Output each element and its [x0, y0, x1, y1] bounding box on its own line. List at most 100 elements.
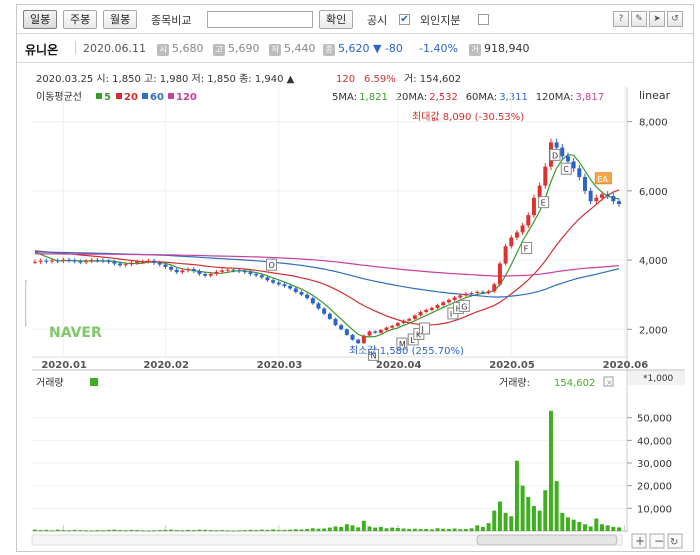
scrollbar-track[interactable]: [31, 534, 623, 546]
date-tick-label: 2020.03: [257, 360, 303, 371]
low-value: 5,440: [284, 42, 316, 55]
candle-body: [44, 260, 49, 262]
candle-body: [390, 325, 395, 328]
volume-bar: [44, 529, 49, 531]
volume-bar: [271, 529, 276, 531]
price-volume-chart[interactable]: 2020.03.25 시: 1,850 고: 1,980 저: 1,850 종:…: [27, 65, 685, 549]
volume-bar: [350, 525, 355, 531]
candle-body: [339, 325, 344, 330]
volume-bar: [446, 528, 451, 531]
volume-bar: [412, 528, 417, 531]
volume-bar: [106, 529, 111, 531]
volume-bar: [265, 529, 270, 531]
price-tick-labels: 8,000 6,000 4,000 2,000: [639, 118, 668, 337]
volume-bar: [475, 525, 480, 531]
compare-input[interactable]: [207, 11, 313, 28]
candle-body: [600, 194, 604, 198]
chart-header-pct: 6.59%: [364, 74, 396, 85]
volume-bar: [577, 521, 582, 531]
disclosure-checkbox[interactable]: ✔: [399, 14, 410, 25]
scale-label[interactable]: linear: [639, 89, 671, 102]
candle-body: [282, 284, 287, 287]
draw-tool-icon[interactable]: ✎: [631, 11, 647, 27]
ma20-swatch: [116, 93, 122, 99]
volume-close-glyph: ×: [606, 378, 613, 387]
volume-bar: [548, 410, 553, 531]
candle-body: [594, 197, 599, 202]
candlesticks: [33, 138, 621, 344]
candle-body: [180, 270, 185, 273]
confirm-button[interactable]: 확인: [319, 10, 354, 29]
pattern-marker-label: M: [399, 340, 406, 349]
zoom-out-icon: −: [654, 534, 664, 548]
quote-date: 2020.06.11: [83, 42, 146, 55]
volume-bar: [248, 529, 253, 531]
volume-bar: [140, 530, 145, 532]
marker-tool-icon[interactable]: ?: [613, 11, 629, 27]
volume-bar: [55, 529, 60, 531]
volume-bar: [225, 530, 230, 532]
volume-bar: [617, 527, 621, 531]
candle-body: [520, 225, 525, 233]
volume-bar: [123, 530, 128, 532]
volume-bar: [384, 528, 389, 531]
scrollbar-thumb[interactable]: [476, 534, 618, 546]
candle-body: [174, 269, 179, 273]
chart-header-ohlc: 2020.03.25 시: 1,850 고: 1,980 저: 1,850 종:…: [36, 73, 295, 85]
ma-value-0: 1,821: [359, 92, 388, 103]
price-tick-label: 6,000: [639, 187, 668, 198]
volume-legend-swatch: [90, 378, 98, 386]
pattern-marker-label: D: [552, 151, 558, 160]
candle-body: [577, 168, 582, 177]
candle-body: [186, 269, 191, 271]
monthly-button[interactable]: 월봉: [103, 10, 138, 29]
volume-cursor-label: 거래량:: [499, 377, 530, 389]
ma60-legend: 60: [150, 92, 164, 103]
candle-body: [458, 295, 463, 298]
stock-name: 유니온: [25, 43, 59, 57]
foreign-checkbox[interactable]: [478, 14, 489, 25]
volume-bar: [197, 529, 202, 531]
ma-value-label-2: 60MA:: [466, 92, 497, 103]
volume-bar: [316, 528, 321, 531]
volume-bar: [152, 530, 157, 532]
date-tick-labels: 2020.01 2020.02 2020.03 2020.04 2020.05 2020.…: [41, 87, 648, 531]
volume-close-icon[interactable]: [603, 376, 614, 387]
volume-bar: [395, 528, 400, 531]
candle-body: [61, 259, 66, 262]
volume-info-value: 918,940: [484, 42, 530, 55]
volume-bar: [435, 528, 440, 531]
ma5-swatch: [96, 93, 102, 99]
refresh-button[interactable]: [667, 533, 683, 549]
pattern-labels: O N M LKJ IH G F E DC EA: [265, 148, 612, 361]
open-tag: 시: [157, 44, 169, 56]
candle-body: [429, 307, 434, 310]
cursor-tool-icon[interactable]: ➤: [649, 11, 665, 27]
high-tag: 고: [213, 44, 225, 56]
candle-body: [242, 271, 247, 273]
candle-body: [310, 298, 315, 304]
volume-bar: [242, 530, 247, 532]
volume-bar: [169, 529, 174, 531]
pattern-marker-label: N: [371, 351, 377, 360]
daily-button[interactable]: 일봉: [23, 10, 58, 29]
weekly-button[interactable]: 주봉: [63, 10, 98, 29]
zoom-out-button[interactable]: [649, 533, 665, 549]
candle-body: [531, 197, 536, 216]
candle-body: [446, 299, 451, 303]
candle-body: [231, 269, 236, 271]
reset-tool-icon[interactable]: ↺: [667, 11, 683, 27]
candle-body: [565, 156, 570, 162]
volume-bar: [418, 529, 423, 531]
candle-body: [140, 261, 145, 263]
candle-body: [497, 263, 502, 285]
volume-bar: [118, 530, 123, 532]
volume-bar: [401, 528, 406, 531]
zoom-in-button[interactable]: [631, 533, 647, 549]
date-tick-label: 2020.04: [376, 360, 422, 371]
volume-bar: [458, 529, 463, 531]
volume-bar: [543, 490, 548, 531]
candle-body: [248, 272, 253, 274]
pattern-marker-label: F: [524, 244, 529, 253]
candle-body: [191, 269, 196, 272]
